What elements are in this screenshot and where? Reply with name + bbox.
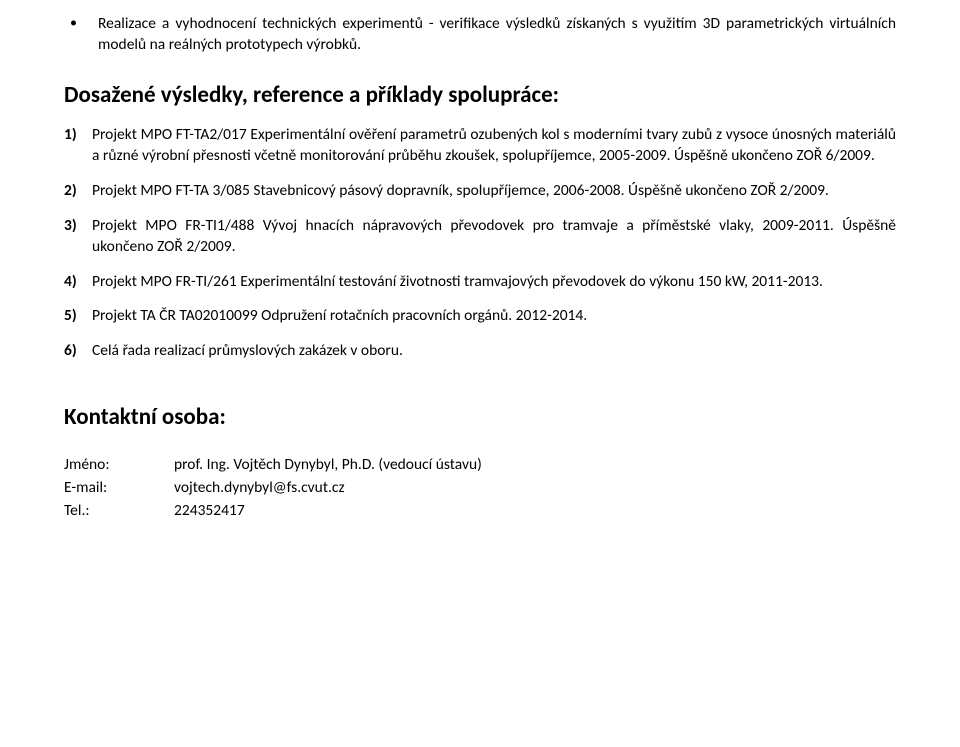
item-number: 1) — [64, 125, 92, 146]
contact-row-tel: Tel.: 224352417 — [64, 501, 482, 524]
list-item: 6) Celá řada realizací průmyslových zaká… — [64, 341, 896, 362]
contact-email-label: E-mail: — [64, 478, 174, 501]
item-text: Projekt MPO FT-TA 3/085 Stavebnicový pás… — [92, 181, 896, 202]
item-text: Projekt TA ČR TA02010099 Odpružení rotač… — [92, 306, 896, 327]
list-item: 3) Projekt MPO FR-TI1/488 Vývoj hnacích … — [64, 216, 896, 258]
contact-block: Jméno: prof. Ing. Vojtěch Dynybyl, Ph.D.… — [64, 455, 482, 524]
list-item: 5) Projekt TA ČR TA02010099 Odpružení ro… — [64, 306, 896, 327]
list-item: 2) Projekt MPO FT-TA 3/085 Stavebnicový … — [64, 181, 896, 202]
contact-name-label: Jméno: — [64, 455, 174, 478]
contact-row-name: Jméno: prof. Ing. Vojtěch Dynybyl, Ph.D.… — [64, 455, 482, 478]
list-item: 4) Projekt MPO FR-TI/261 Experimentální … — [64, 272, 896, 293]
results-heading: Dosažené výsledky, reference a příklady … — [64, 80, 896, 111]
contact-tel-label: Tel.: — [64, 501, 174, 524]
contact-heading: Kontaktní osoba: — [64, 402, 896, 433]
bullet-marker: • — [64, 14, 98, 33]
item-text: Projekt MPO FT-TA2/017 Experimentální ov… — [92, 125, 896, 167]
contact-tel-value: 224352417 — [174, 501, 482, 524]
contact-row-email: E-mail: vojtech.dynybyl@fs.cvut.cz — [64, 478, 482, 501]
item-text: Projekt MPO FR-TI/261 Experimentální tes… — [92, 272, 896, 293]
item-number: 6) — [64, 341, 92, 362]
item-number: 2) — [64, 181, 92, 202]
item-number: 5) — [64, 306, 92, 327]
bullet-text: Realizace a vyhodnocení technických expe… — [98, 14, 896, 56]
item-text: Projekt MPO FR-TI1/488 Vývoj hnacích náp… — [92, 216, 896, 258]
bullet-item: • Realizace a vyhodnocení technických ex… — [64, 14, 896, 56]
item-number: 3) — [64, 216, 92, 237]
contact-name-value: prof. Ing. Vojtěch Dynybyl, Ph.D. (vedou… — [174, 455, 482, 478]
item-text: Celá řada realizací průmyslových zakázek… — [92, 341, 896, 362]
item-number: 4) — [64, 272, 92, 293]
contact-email-value: vojtech.dynybyl@fs.cvut.cz — [174, 478, 482, 501]
list-item: 1) Projekt MPO FT-TA2/017 Experimentální… — [64, 125, 896, 167]
